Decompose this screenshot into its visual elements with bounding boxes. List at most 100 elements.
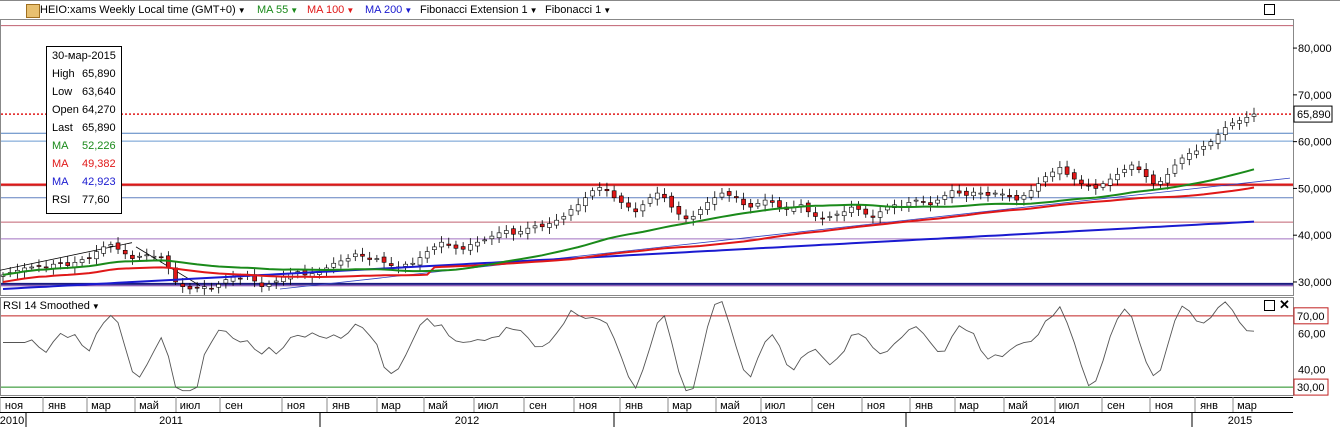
chevron-down-icon: ▼ [91, 302, 100, 311]
candle [1079, 179, 1084, 185]
legend-value: 64,270 [82, 104, 116, 116]
candle [1165, 174, 1171, 184]
chevron-down-icon: ▼ [603, 6, 612, 15]
x-month-label: сен [817, 400, 835, 412]
x-month-label: ноя [5, 400, 23, 412]
rsi-70-badge [1293, 307, 1329, 325]
candle [360, 253, 365, 257]
legend-value: 52,226 [82, 140, 116, 152]
candle [964, 190, 969, 196]
candle [1151, 174, 1156, 185]
last-price-badge [1293, 105, 1333, 123]
candle [604, 189, 610, 192]
data-window: 30-мар-2015 High 65,890 Low 63,640 Open 64,… [46, 46, 122, 214]
candle [144, 254, 150, 257]
candle [460, 246, 466, 250]
candle [345, 258, 351, 262]
trendline [279, 177, 1291, 290]
candle [338, 260, 344, 266]
x-month-label: янв [915, 400, 933, 412]
candle [403, 263, 408, 267]
candle [777, 200, 782, 208]
candle [1007, 195, 1012, 198]
rsi-panel-title[interactable]: RSI 14 Smoothed ▼ [3, 299, 100, 314]
candle [539, 223, 545, 228]
candle [647, 197, 653, 204]
candle [1050, 171, 1055, 178]
candle [992, 192, 998, 195]
x-year-label: 2013 [743, 415, 767, 427]
legend-key: RSI [52, 194, 71, 206]
rsi-line [3, 301, 1255, 392]
candle [1071, 172, 1077, 180]
x-year-label: 2010 [0, 415, 24, 427]
legend-value: 42,923 [82, 176, 116, 188]
candle [1194, 150, 1199, 155]
candle [1122, 169, 1127, 173]
rsi-tick-label: 40,00 [1298, 364, 1326, 376]
candle [151, 255, 157, 258]
candle [1115, 174, 1120, 181]
candle [1043, 176, 1048, 183]
x-month-label: ноя [287, 400, 305, 412]
candle [547, 223, 552, 228]
candle [1000, 193, 1005, 196]
candle [259, 282, 265, 287]
candle [935, 199, 940, 204]
candle [1100, 183, 1106, 188]
x-month-label: май [720, 400, 740, 412]
x-month-label: янв [332, 400, 350, 412]
candle [1179, 157, 1185, 164]
legend-value: 49,382 [82, 158, 116, 170]
candle [1158, 181, 1163, 185]
fibonacci-indicator[interactable]: Fibonacci 1 ▼ [545, 3, 611, 18]
candle [468, 244, 473, 251]
candle [769, 200, 775, 203]
candle [561, 216, 567, 220]
symbol-selector[interactable]: HEIO:xams Weekly Local time (GMT+0) ▼ [40, 3, 246, 18]
candle [273, 280, 279, 283]
x-month-label: май [428, 400, 448, 412]
candle [496, 232, 502, 239]
x-month-label: июл [1059, 400, 1080, 412]
maximize-rsi-pane-button[interactable] [1264, 300, 1275, 311]
candle [820, 217, 825, 220]
ma100-indicator[interactable]: MA 100 ▼ [307, 3, 354, 18]
candle [705, 202, 710, 210]
chevron-down-icon: ▼ [404, 6, 413, 15]
candle [58, 262, 63, 264]
ma200-indicator[interactable]: MA 200 ▼ [365, 3, 412, 18]
fib-extension-indicator[interactable]: Fibonacci Extension 1 ▼ [420, 3, 538, 18]
candle [1028, 190, 1034, 198]
candle [841, 211, 847, 216]
candles-group [0, 107, 1257, 295]
legend-key: High [52, 68, 75, 80]
candle [741, 198, 746, 206]
ma200-line [2, 220, 1255, 290]
candle [266, 284, 272, 287]
candle [611, 190, 617, 199]
candle [1107, 178, 1113, 186]
symbol-icon[interactable] [26, 4, 40, 18]
x-month-label: ноя [867, 400, 885, 412]
rsi-title-label: RSI 14 Smoothed [3, 300, 90, 312]
close-rsi-pane-icon[interactable]: ✕ [1279, 297, 1290, 312]
y-tick-label: 70,000 [1298, 90, 1332, 102]
legend-value: 65,890 [82, 68, 116, 80]
last-price-label: 65,890 [1297, 109, 1331, 121]
candle [223, 279, 229, 284]
maximize-price-pane-button[interactable] [1264, 4, 1275, 15]
y-tick-label: 60,000 [1298, 137, 1332, 149]
candle [1143, 169, 1149, 178]
ma55-label: MA 55 [257, 4, 289, 16]
x-year-label: 2014 [1031, 415, 1055, 427]
ma55-indicator[interactable]: MA 55 ▼ [257, 3, 298, 18]
candle [424, 251, 430, 259]
candle [446, 243, 452, 246]
candle [805, 202, 811, 213]
ma100-label: MA 100 [307, 4, 345, 16]
candle [216, 284, 221, 288]
candle [669, 195, 674, 208]
candle [475, 241, 480, 247]
